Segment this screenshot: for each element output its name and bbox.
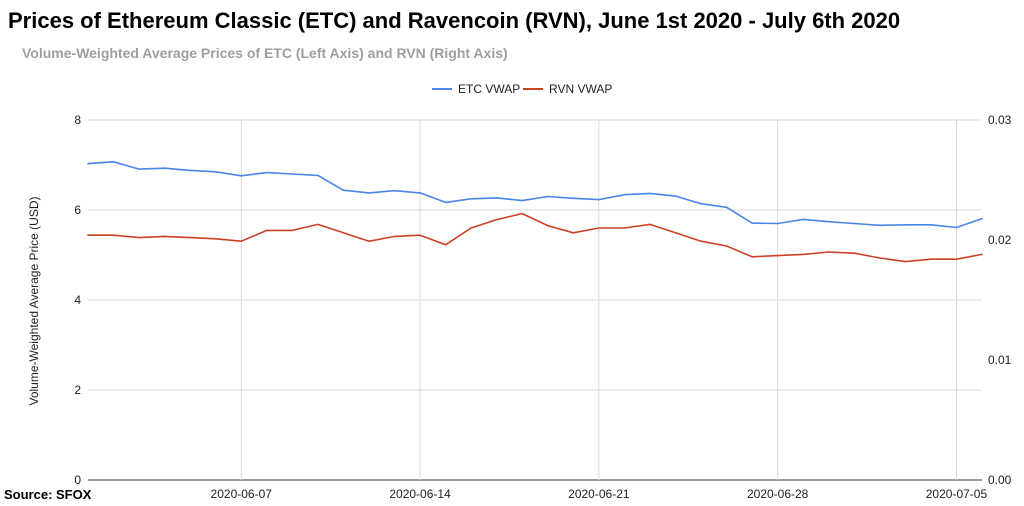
left-y-tick-label: 6 — [74, 203, 81, 217]
data-point-etc — [495, 197, 498, 199]
axes: 0 2 4 6 8 0.00 0.01 0.02 0.03 2020-06-07 2020-06-1… — [74, 113, 1011, 501]
data-point-rvn — [981, 253, 983, 256]
data-point-rvn — [368, 240, 370, 242]
left-y-tick-label: 0 — [74, 473, 81, 487]
data-point-rvn — [802, 253, 804, 256]
data-point-etc — [879, 224, 881, 227]
left-y-tick-label: 4 — [74, 293, 81, 307]
x-tick-label: 2020-06-28 — [747, 487, 809, 501]
data-point-etc — [342, 189, 345, 191]
data-point-rvn — [214, 238, 217, 240]
data-point-rvn — [904, 260, 907, 263]
data-point-etc — [751, 222, 753, 224]
data-point-rvn — [853, 252, 856, 254]
x-tick-label: 2020-06-07 — [211, 487, 273, 501]
data-point-rvn — [674, 232, 677, 234]
data-point-rvn — [87, 234, 89, 236]
legend-rvn-label: RVN VWAP — [549, 82, 612, 96]
data-point-rvn — [163, 235, 166, 238]
data-point-etc — [853, 222, 856, 225]
data-point-etc — [776, 222, 779, 225]
data-point-etc — [649, 192, 651, 195]
data-point-etc — [112, 161, 115, 163]
data-point-etc — [955, 226, 958, 229]
data-point-rvn — [879, 257, 881, 259]
data-point-rvn — [138, 236, 140, 239]
data-point-rvn — [598, 227, 600, 229]
chart-subtitle: Volume-Weighted Average Prices of ETC (L… — [22, 45, 508, 61]
data-point-rvn — [112, 234, 115, 236]
data-point-rvn — [317, 223, 319, 226]
data-point-etc — [317, 174, 319, 177]
data-point-etc — [419, 192, 421, 194]
data-point-rvn — [342, 232, 345, 234]
data-point-etc — [291, 173, 294, 175]
data-point-etc — [266, 171, 268, 174]
data-point-rvn — [930, 258, 932, 261]
data-point-rvn — [470, 227, 472, 229]
y-axis-title: Volume-Weighted Average Price (USD) — [27, 197, 41, 406]
data-point-rvn — [521, 212, 524, 215]
data-point-rvn — [444, 244, 447, 246]
data-point-etc — [214, 170, 217, 173]
data-point-etc — [930, 224, 932, 226]
data-point-rvn — [776, 254, 779, 257]
data-point-rvn — [419, 234, 421, 236]
data-point-etc — [700, 202, 702, 205]
legend: ETC VWAP RVN VWAP — [432, 82, 612, 96]
data-point-etc — [138, 168, 140, 170]
right-y-tick-label: 0.01 — [988, 353, 1012, 367]
chart-title: Prices of Ethereum Classic (ETC) and Rav… — [8, 8, 901, 33]
data-point-etc — [623, 193, 626, 196]
data-point-rvn — [240, 240, 243, 242]
gridlines — [88, 119, 982, 481]
data-point-etc — [802, 218, 804, 221]
x-tick-label: 2020-07-05 — [926, 487, 988, 501]
left-y-tick-label: 8 — [74, 113, 81, 127]
data-point-rvn — [189, 236, 191, 239]
x-tick-label: 2020-06-14 — [389, 487, 451, 501]
series-line-rvn — [88, 212, 983, 263]
data-point-etc — [598, 198, 600, 201]
data-point-etc — [981, 217, 983, 220]
data-point-rvn — [495, 218, 498, 221]
right-y-tick-label: 0.00 — [988, 473, 1012, 487]
data-point-rvn — [751, 255, 753, 258]
series-line-etc — [87, 161, 983, 229]
data-point-etc — [521, 199, 524, 202]
data-point-etc — [546, 195, 549, 198]
data-point-rvn — [623, 227, 626, 229]
data-point-rvn — [827, 251, 830, 253]
right-y-tick-label: 0.02 — [988, 233, 1012, 247]
data-point-rvn — [725, 245, 728, 247]
data-point-etc — [393, 189, 396, 192]
data-point-rvn — [291, 229, 294, 232]
data-point-rvn — [266, 229, 268, 232]
right-y-tick-label: 0.03 — [988, 113, 1012, 127]
series-lines — [87, 161, 983, 263]
data-point-rvn — [393, 235, 396, 238]
data-point-rvn — [955, 258, 958, 261]
data-point-etc — [87, 162, 89, 165]
source-note: Source: SFOX — [4, 487, 92, 502]
data-point-etc — [674, 195, 677, 197]
data-point-etc — [240, 175, 243, 177]
data-point-rvn — [700, 240, 702, 242]
data-point-etc — [572, 197, 575, 200]
data-point-etc — [827, 220, 830, 223]
left-y-tick-label: 2 — [74, 383, 81, 397]
x-tick-label: 2020-06-21 — [568, 487, 630, 501]
data-point-etc — [470, 197, 472, 200]
data-point-etc — [163, 167, 166, 169]
legend-etc-label: ETC VWAP — [458, 82, 520, 96]
data-point-etc — [725, 206, 728, 209]
data-point-etc — [189, 169, 191, 172]
data-point-rvn — [649, 223, 651, 226]
data-point-rvn — [546, 224, 549, 227]
data-point-etc — [904, 224, 907, 226]
data-point-rvn — [572, 232, 575, 234]
data-point-etc — [368, 192, 370, 194]
data-point-etc — [444, 201, 447, 204]
